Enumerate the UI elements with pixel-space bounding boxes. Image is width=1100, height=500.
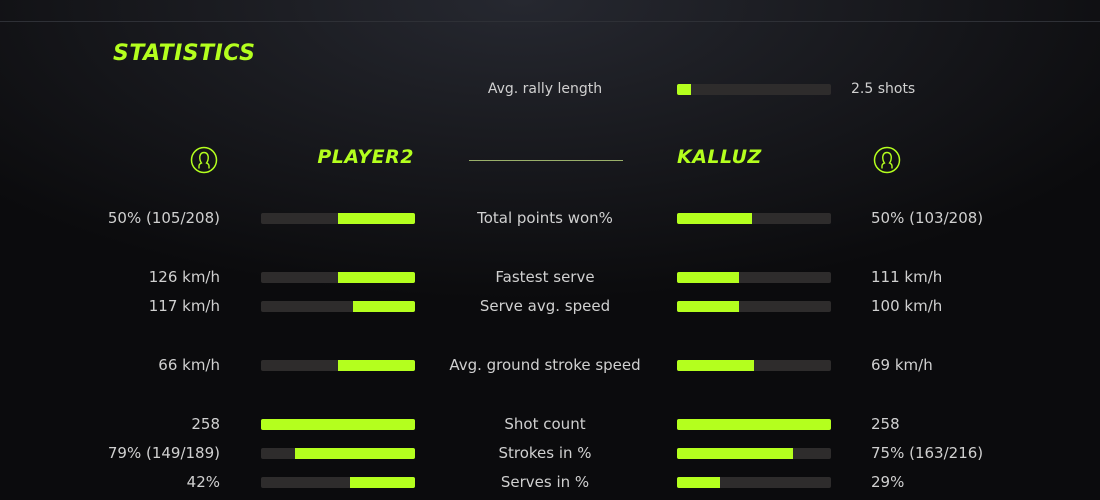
stat-left-bar xyxy=(261,419,415,430)
stat-left-bar-fill xyxy=(350,477,415,488)
stat-left-bar xyxy=(261,272,415,283)
header-separator xyxy=(469,160,623,161)
stat-left-bar xyxy=(261,213,415,224)
stat-right-bar-fill xyxy=(677,301,739,312)
stat-left-value: 50% (105/208) xyxy=(107,209,220,227)
stat-left-bar-fill xyxy=(338,272,415,283)
rally-bar-fill xyxy=(677,84,691,95)
stat-right-bar xyxy=(677,477,831,488)
stat-right-bar-fill xyxy=(677,213,753,224)
stat-label: Serve avg. speed xyxy=(479,297,611,315)
stat-left-value: 79% (149/189) xyxy=(107,444,220,462)
stat-right-value: 111 km/h xyxy=(871,268,943,286)
stat-label: Strokes in % xyxy=(498,444,592,462)
stat-right-value: 69 km/h xyxy=(871,356,933,374)
user-circle-icon xyxy=(873,146,901,174)
stat-right-bar-fill xyxy=(677,360,754,371)
stat-left-value: 258 xyxy=(191,415,220,433)
stat-left-value: 117 km/h xyxy=(148,297,220,315)
stat-left-bar-fill xyxy=(261,419,415,430)
stat-right-value: 258 xyxy=(871,415,900,433)
stat-right-value: 29% xyxy=(871,473,905,491)
stat-label: Shot count xyxy=(504,415,586,433)
rally-value: 2.5 shots xyxy=(851,81,916,97)
rally-label: Avg. rally length xyxy=(487,81,603,97)
player-right-name: KALLUZ xyxy=(677,146,762,168)
stat-right-value: 100 km/h xyxy=(871,297,943,315)
page-title: STATISTICS xyxy=(113,41,256,66)
stat-label: Fastest serve xyxy=(495,268,595,286)
stat-left-bar-fill xyxy=(338,360,415,371)
stat-right-bar xyxy=(677,272,831,283)
stat-label: Avg. ground stroke speed xyxy=(449,356,641,374)
stat-left-bar-fill xyxy=(294,448,415,459)
player-left-name: PLAYER2 xyxy=(317,146,414,168)
stat-right-bar-fill xyxy=(677,477,721,488)
stat-left-value: 42% xyxy=(186,473,220,491)
stat-left-bar xyxy=(261,477,415,488)
top-divider xyxy=(0,21,1100,22)
stat-right-bar-fill xyxy=(677,272,739,283)
stat-left-value: 126 km/h xyxy=(148,268,220,286)
user-circle-icon xyxy=(190,146,218,174)
stat-label: Serves in % xyxy=(500,473,590,491)
stat-left-value: 66 km/h xyxy=(158,356,220,374)
rally-bar xyxy=(677,84,831,95)
stat-left-bar xyxy=(261,301,415,312)
stat-right-bar-fill xyxy=(677,419,831,430)
stat-right-value: 75% (163/216) xyxy=(871,444,984,462)
stat-right-bar xyxy=(677,448,831,459)
stat-left-bar xyxy=(261,448,415,459)
stat-right-bar xyxy=(677,213,831,224)
stat-right-bar xyxy=(677,301,831,312)
stat-right-bar xyxy=(677,419,831,430)
stat-right-value: 50% (103/208) xyxy=(871,209,984,227)
stat-left-bar-fill xyxy=(353,301,415,312)
stat-left-bar-fill xyxy=(338,213,415,224)
stat-label: Total points won% xyxy=(477,209,613,227)
stat-right-bar xyxy=(677,360,831,371)
stat-right-bar-fill xyxy=(677,448,793,459)
stat-left-bar xyxy=(261,360,415,371)
